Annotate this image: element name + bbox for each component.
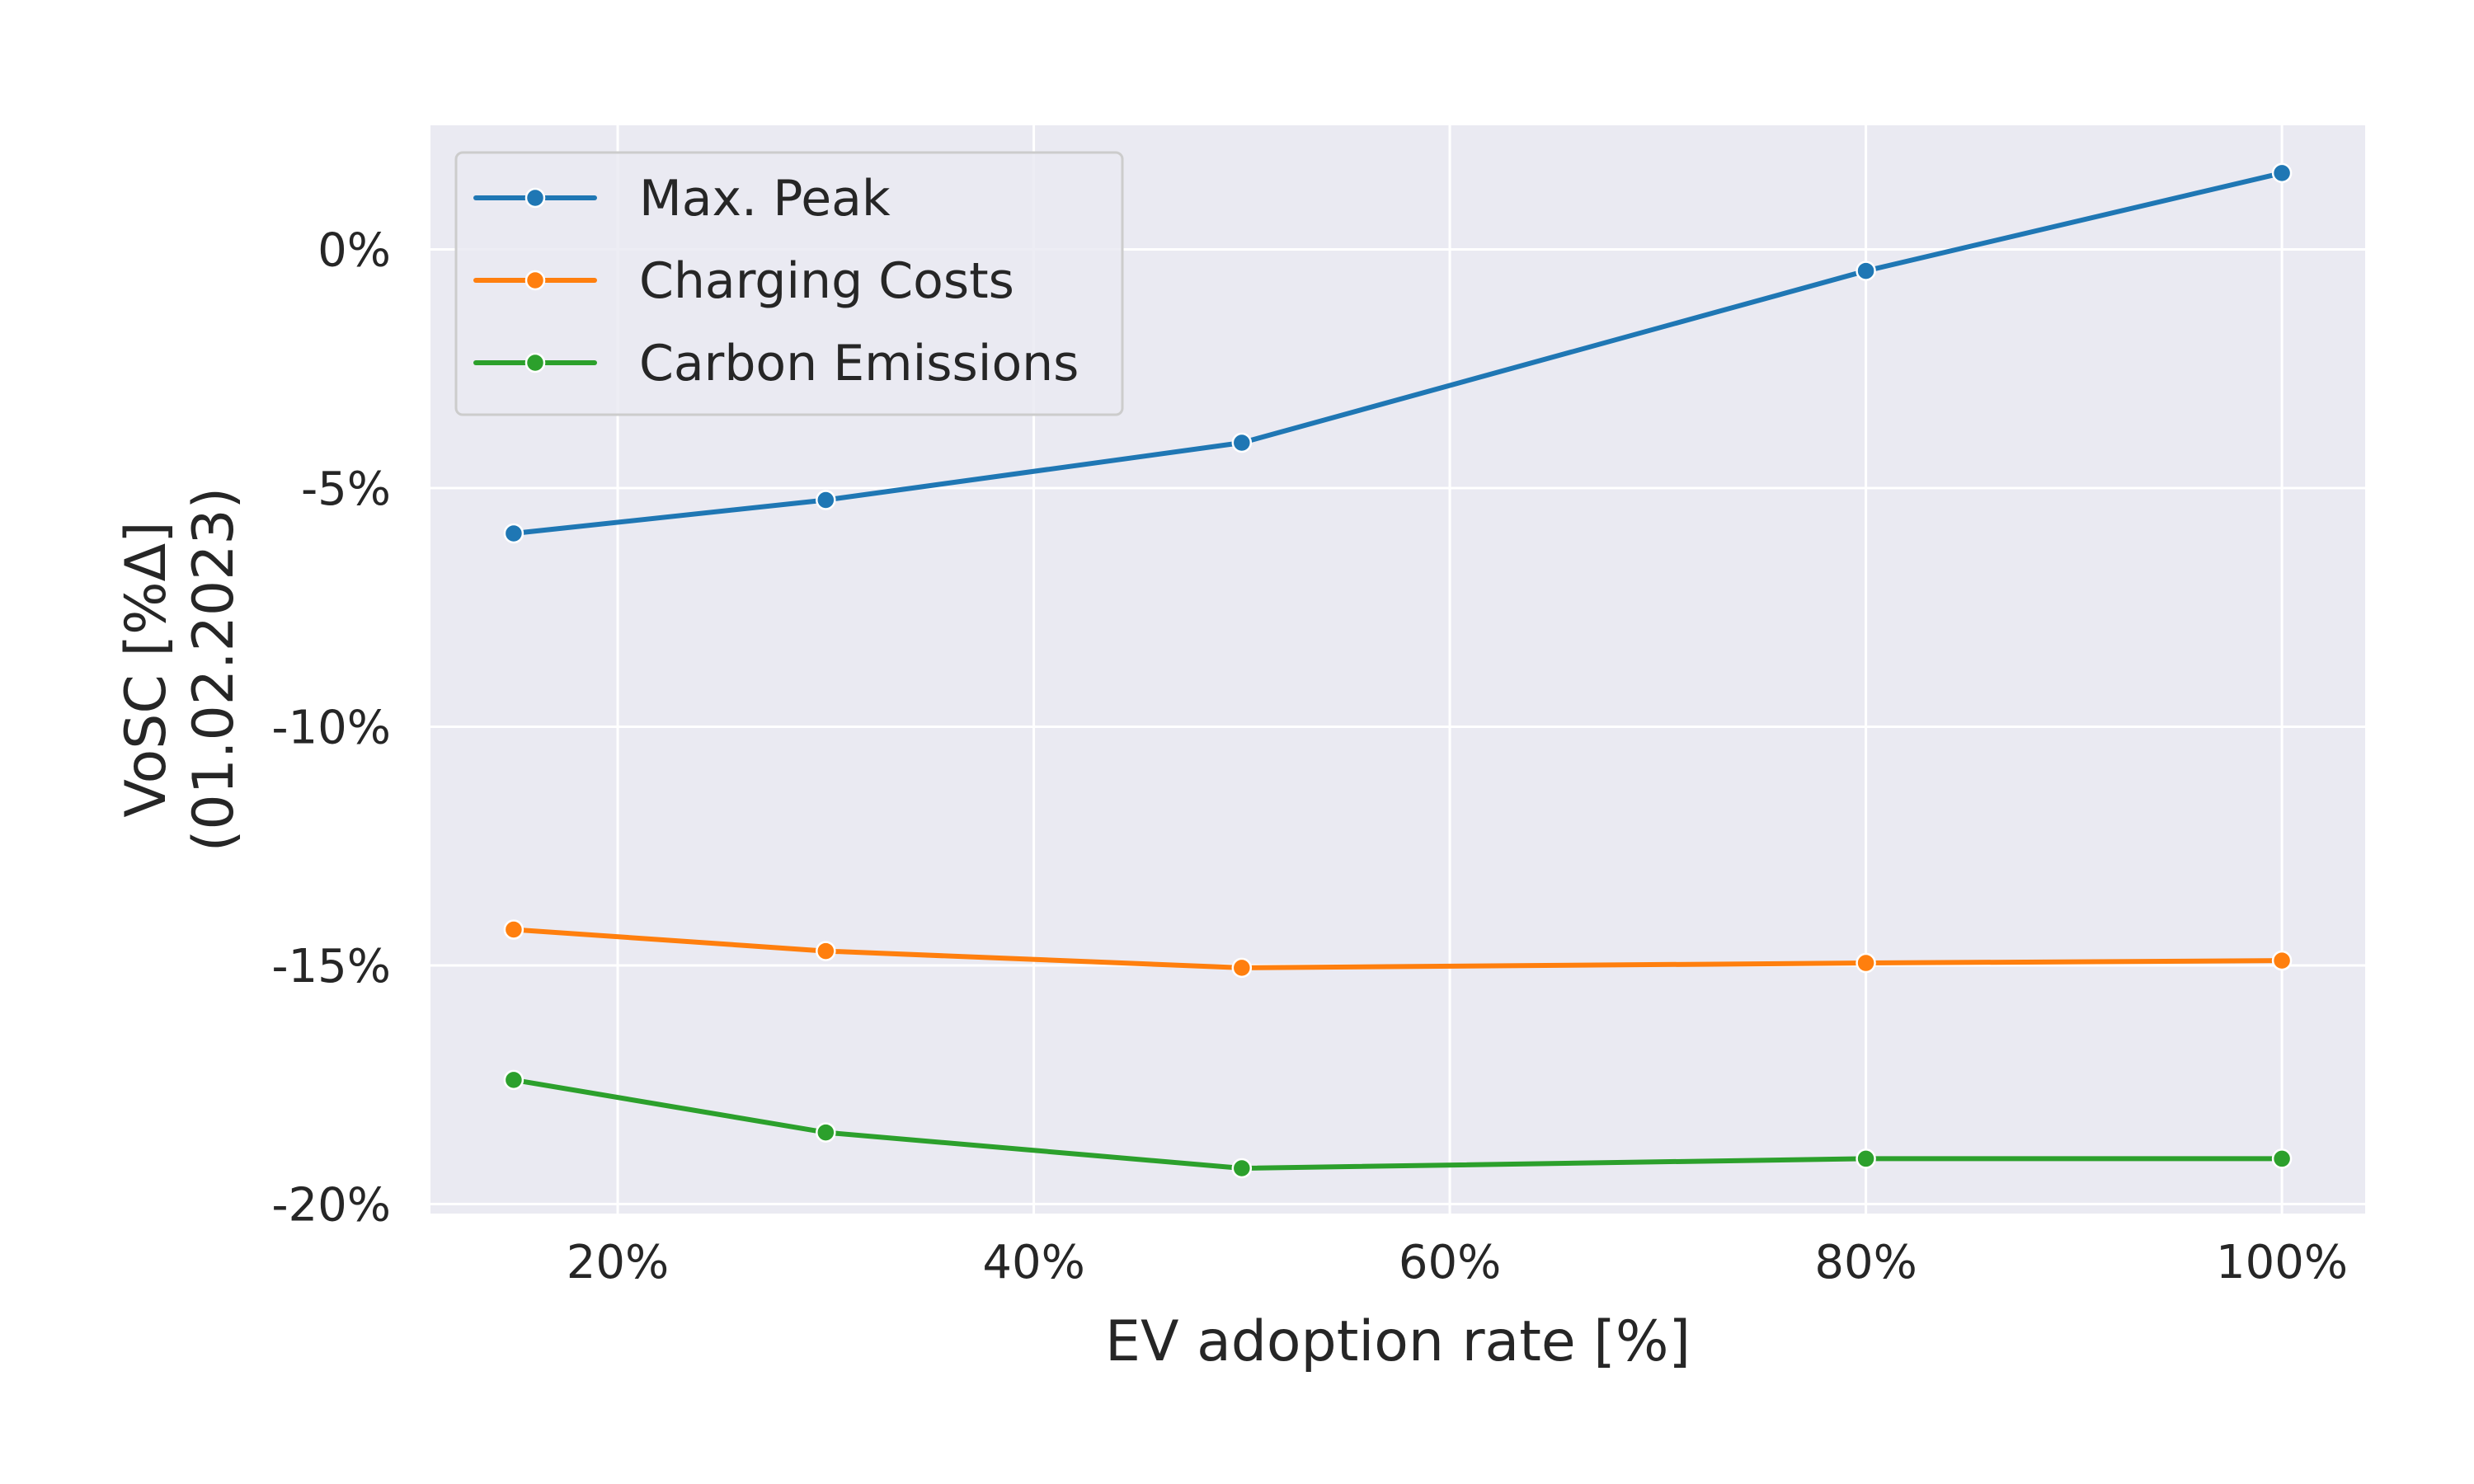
x-tick-label: 20% [567, 1236, 669, 1289]
y-tick-label: -20% [271, 1178, 391, 1232]
data-point [503, 523, 524, 544]
legend-marker [524, 352, 546, 373]
legend-item: Carbon Emissions [473, 335, 1079, 392]
data-point [503, 919, 524, 940]
data-point [816, 490, 836, 510]
data-point [816, 941, 836, 961]
y-tick-label: 0% [317, 224, 391, 278]
data-point [2271, 162, 2293, 184]
y-tick-label: -15% [271, 940, 391, 993]
series-carbon-emissions [503, 1069, 2293, 1179]
data-point [1231, 1158, 1253, 1179]
legend-item: Charging Costs [473, 252, 1014, 310]
data-point [2271, 1148, 2293, 1169]
grid [430, 125, 2365, 1214]
data-point [503, 1069, 524, 1091]
legend-box [454, 151, 1124, 416]
data-point [1856, 1148, 1876, 1169]
data-point [1856, 261, 1876, 281]
data-point [816, 1122, 836, 1143]
x-tick-label: 100% [2216, 1236, 2348, 1289]
x-tick-label: 80% [1814, 1236, 1917, 1289]
legend-marker [524, 270, 546, 291]
legend-item: Max. Peak [473, 170, 891, 228]
data-point [1231, 957, 1253, 979]
y-axis-label-line: (01.02.2023) [181, 487, 247, 852]
legend-label: Charging Costs [639, 252, 1014, 310]
data-point [1856, 952, 1876, 974]
x-axis-label: EV adoption rate [%] [1105, 1309, 1691, 1374]
x-tick-label: 60% [1399, 1236, 1501, 1289]
legend-label: Max. Peak [639, 170, 891, 228]
series-max-peak [503, 162, 2293, 544]
legend: Max. Peak Charging Costs Carbon Emissions [454, 151, 1124, 416]
y-axis-ticks: 0% -5% -10% -15% -20% [271, 224, 391, 1233]
y-axis-label: VoSC [%Δ](01.02.2023) [114, 487, 247, 852]
y-tick-label: -5% [301, 463, 391, 516]
series-charging-costs [503, 919, 2293, 979]
legend-label: Carbon Emissions [639, 335, 1079, 392]
data-point [2271, 950, 2293, 971]
x-axis-ticks: 20% 40% 60% 80% 100% [567, 1236, 2348, 1289]
legend-marker [524, 187, 546, 209]
data-point [1231, 432, 1253, 453]
series-layer [503, 162, 2293, 1179]
x-tick-label: 40% [982, 1236, 1084, 1289]
y-axis-label-line: VoSC [%Δ] [114, 521, 179, 817]
y-tick-label: -10% [271, 701, 391, 754]
